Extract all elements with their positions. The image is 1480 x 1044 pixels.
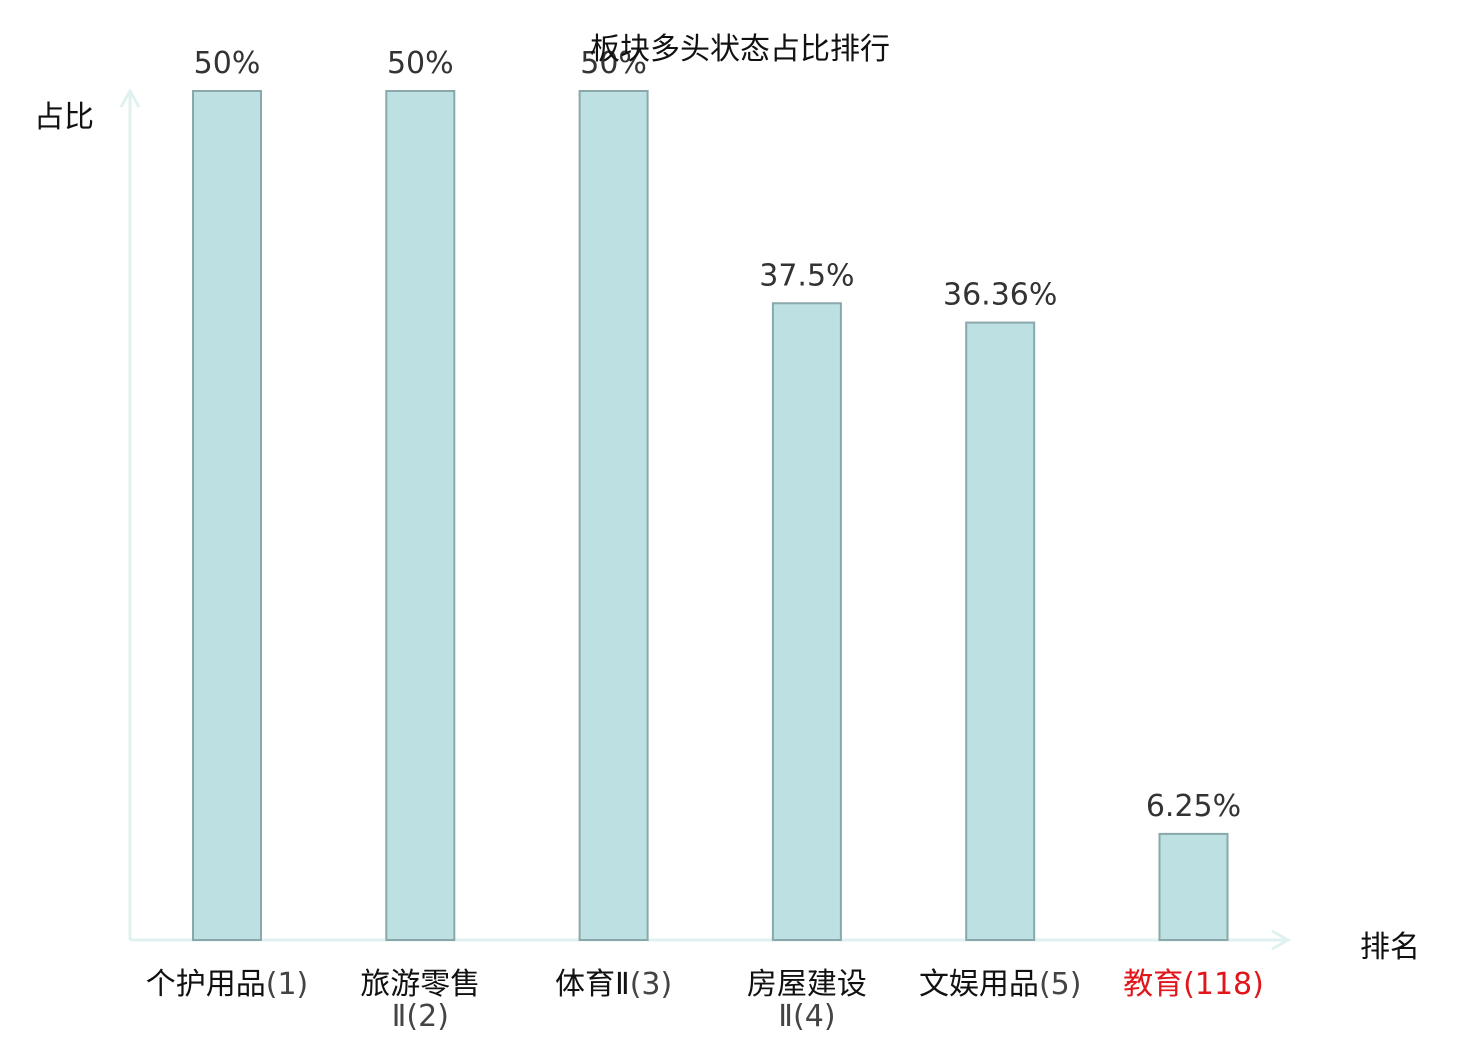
bar	[192, 90, 262, 941]
bar-value-label: 50%	[580, 46, 647, 81]
category-name-suffix: Ⅱ	[778, 999, 793, 1034]
labels: 50%个护用品(1)50%旅游零售Ⅱ(2)50%体育Ⅱ(3)37.5%房屋建设Ⅱ…	[146, 46, 1264, 1034]
bar-value-label: 37.5%	[759, 258, 854, 293]
category-rank: (5)	[1039, 967, 1082, 1002]
category-name: 体育Ⅱ	[555, 967, 630, 1002]
category-rank: (1)	[266, 967, 309, 1002]
category-label: 个护用品(1)	[146, 967, 309, 1002]
x-axis-arrow-icon	[1271, 929, 1292, 951]
bar-value-label: 36.36%	[943, 278, 1057, 313]
category-name: 个护用品	[146, 967, 266, 1002]
bar	[578, 90, 649, 941]
bars	[192, 90, 1229, 942]
category-label: 房屋建设	[747, 967, 867, 1002]
category-label: 旅游零售	[360, 967, 480, 1002]
category-label: 文娱用品(5)	[919, 967, 1081, 1002]
category-rank: (3)	[630, 967, 673, 1002]
category-name: 旅游零售	[360, 967, 480, 1002]
y-axis-label: 占比	[34, 100, 94, 135]
category-name-suffix: Ⅱ	[392, 999, 407, 1034]
category-name: 教育	[1123, 967, 1183, 1002]
bar-value-label: 50%	[194, 46, 261, 81]
category-label: 体育Ⅱ(3)	[555, 967, 672, 1002]
category-name: 文娱用品	[919, 967, 1039, 1002]
category-label-line2: Ⅱ(4)	[778, 999, 835, 1034]
x-axis-label: 排名	[1360, 930, 1420, 965]
bar-value-label: 50%	[387, 46, 454, 81]
category-rank: (2)	[406, 999, 449, 1034]
category-rank: (118)	[1183, 967, 1264, 1002]
bar	[965, 321, 1036, 942]
bar	[385, 90, 456, 941]
y-axis-arrow-icon	[119, 87, 141, 108]
category-label: 教育(118)	[1123, 967, 1264, 1002]
category-name: 房屋建设	[747, 967, 867, 1002]
category-rank: (4)	[793, 999, 836, 1034]
bar	[1158, 832, 1229, 941]
axes	[119, 87, 1292, 951]
bar	[771, 302, 842, 941]
chart-title: 板块多头状态占比排行	[590, 32, 890, 67]
bar-value-label: 6.25%	[1146, 789, 1241, 824]
category-label-line2: Ⅱ(2)	[392, 999, 449, 1034]
